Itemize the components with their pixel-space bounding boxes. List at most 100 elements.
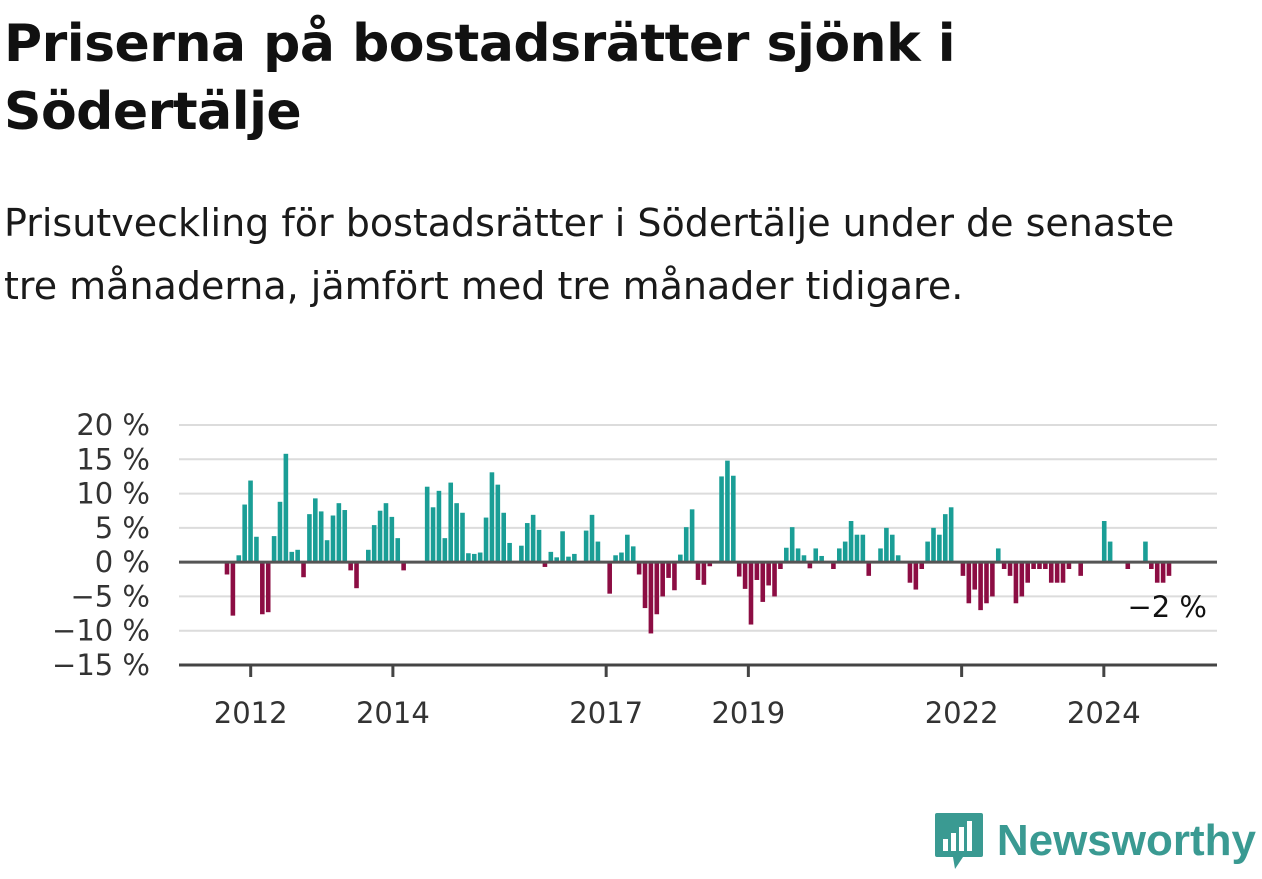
bar xyxy=(354,562,359,589)
y-tick-label: −5 % xyxy=(70,579,150,613)
bar xyxy=(236,555,242,563)
bar xyxy=(801,555,807,563)
bar xyxy=(389,516,395,563)
bar xyxy=(907,562,913,583)
y-tick-label: −15 % xyxy=(52,648,150,682)
y-tick-labels: 20 %15 %10 %5 %0 %−5 %−10 %−15 % xyxy=(52,408,150,682)
bar xyxy=(913,562,919,590)
bar xyxy=(224,562,230,575)
bar xyxy=(519,545,524,563)
bar xyxy=(972,562,978,590)
bar xyxy=(1125,562,1131,569)
bar xyxy=(1043,562,1048,569)
bar xyxy=(613,555,618,563)
bar xyxy=(242,504,247,563)
bar xyxy=(636,562,642,575)
bar xyxy=(466,553,471,563)
bar xyxy=(778,562,783,569)
bar xyxy=(931,527,936,563)
bar xyxy=(289,551,295,563)
bar xyxy=(283,453,289,563)
bar xyxy=(301,562,306,578)
bar xyxy=(1078,562,1083,576)
bar xyxy=(401,562,406,571)
bar xyxy=(460,512,465,563)
bar xyxy=(430,507,436,563)
bar xyxy=(248,480,253,563)
bar xyxy=(495,484,501,563)
bar xyxy=(719,476,724,563)
bar xyxy=(813,548,819,563)
bar xyxy=(878,548,883,563)
x-tick-labels: 2012 2014 2017 2019 2022 2024 xyxy=(214,696,1141,730)
bar xyxy=(265,562,271,613)
bars xyxy=(224,453,1172,634)
bar xyxy=(1019,562,1025,597)
bar xyxy=(1054,562,1060,583)
bar xyxy=(313,498,318,563)
y-tick-label: 15 % xyxy=(76,442,150,476)
bar xyxy=(689,509,695,563)
bar xyxy=(619,552,624,563)
bar xyxy=(436,490,442,563)
newsworthy-logo[interactable]: Newsworthy xyxy=(933,811,1256,871)
bar xyxy=(383,503,389,563)
bar xyxy=(572,553,577,563)
bar xyxy=(848,521,854,563)
bar xyxy=(748,562,754,625)
bar xyxy=(831,562,836,569)
bar xyxy=(895,555,901,563)
bar xyxy=(230,562,236,616)
bar xyxy=(342,510,348,563)
bar xyxy=(1149,562,1154,569)
bar xyxy=(966,562,972,604)
bar xyxy=(819,555,824,563)
x-tick-label: 2019 xyxy=(711,696,785,730)
bar xyxy=(1101,521,1107,563)
bar xyxy=(995,548,1001,563)
bar xyxy=(371,525,377,563)
bar xyxy=(842,541,848,563)
bar xyxy=(424,486,430,563)
bar xyxy=(736,562,742,577)
bar xyxy=(1031,562,1036,569)
bar xyxy=(530,514,536,563)
bar xyxy=(442,538,448,563)
bar xyxy=(960,562,966,576)
bar xyxy=(660,562,665,597)
x-tick-label: 2024 xyxy=(1067,696,1141,730)
bar xyxy=(542,562,548,567)
bar xyxy=(1025,562,1030,583)
bar xyxy=(277,501,283,563)
grid-lines xyxy=(179,424,1217,632)
bar xyxy=(866,562,872,576)
bar xyxy=(672,562,677,591)
x-tick-label: 2022 xyxy=(925,696,999,730)
bar xyxy=(454,503,459,563)
bar xyxy=(731,475,736,563)
bar xyxy=(760,562,766,602)
bar xyxy=(1166,562,1172,576)
bar xyxy=(742,562,748,589)
bar xyxy=(942,514,948,563)
bar xyxy=(501,512,507,563)
bar xyxy=(1143,541,1148,563)
x-tick-label: 2014 xyxy=(356,696,430,730)
bar xyxy=(395,538,401,563)
bar xyxy=(695,562,701,580)
bar xyxy=(754,562,760,580)
bar xyxy=(1013,562,1019,604)
bar xyxy=(683,527,689,563)
x-tick-label: 2012 xyxy=(214,696,288,730)
y-tick-label: 0 % xyxy=(95,545,150,579)
y-tick-label: 5 % xyxy=(95,511,150,545)
bar xyxy=(1037,562,1042,569)
bar xyxy=(807,562,813,569)
bar xyxy=(471,553,477,563)
bar xyxy=(507,542,512,563)
bar xyxy=(524,523,530,563)
bar xyxy=(254,536,259,563)
bar xyxy=(984,562,989,604)
bar xyxy=(324,540,330,563)
bar xyxy=(489,472,495,563)
